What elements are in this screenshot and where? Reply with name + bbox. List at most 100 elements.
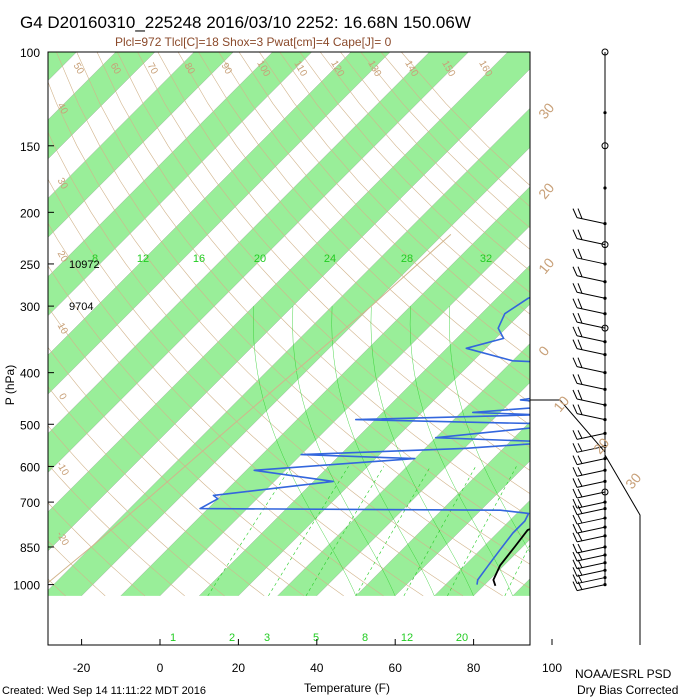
- isotherm-line: [434, 499, 530, 596]
- mixing-ratio-label-bottom: 3: [264, 632, 270, 644]
- wind-barb-flag: [577, 208, 583, 219]
- green-band: [591, 52, 700, 596]
- x-axis-label: Temperature (F): [304, 681, 390, 695]
- wind-barb-flag: [572, 488, 578, 499]
- mixing-ratio-label: 16: [193, 253, 205, 265]
- wind-barb-flag: [577, 283, 583, 294]
- wind-barb-flag: [577, 498, 583, 508]
- wind-barb-flag: [572, 478, 578, 488]
- wind-barb-flag: [577, 467, 583, 476]
- wind-barb-flag: [577, 574, 583, 583]
- isotherm-line: [48, 52, 352, 356]
- wind-barb-staff: [576, 382, 606, 390]
- created-timestamp: Created: Wed Sep 14 11:11:22 MDT 2016: [2, 685, 206, 697]
- isotherm-line: [48, 107, 530, 591]
- isotherm-line: [159, 225, 530, 596]
- credit-noaa: NOAA/ESRL PSD: [575, 667, 672, 681]
- wind-point: [603, 186, 607, 190]
- isotherm-line: [48, 52, 156, 160]
- wind-barb-staff: [576, 238, 606, 246]
- dry-adiabat: [48, 540, 106, 597]
- temperature-profile: [492, 528, 530, 587]
- wind-barb-flag: [572, 443, 578, 453]
- dry-adiabat-label: 90: [219, 61, 234, 77]
- x-tick-label: 20: [232, 661, 246, 675]
- wind-barb-flag: [572, 404, 578, 414]
- wind-barb-flag: [572, 543, 578, 554]
- isotherm-line: [277, 343, 530, 596]
- wind-barb-flag: [577, 551, 583, 561]
- isotherm-line: [238, 303, 530, 596]
- y-tick-label: 200: [20, 206, 40, 220]
- isotherm-line: [316, 382, 530, 596]
- isotherm-line: [0, 52, 37, 596]
- wind-barb-staff: [576, 257, 606, 265]
- wind-barb-staff: [576, 398, 606, 406]
- dry-adiabat: [48, 265, 384, 597]
- green-band: [670, 52, 700, 596]
- wind-barb-flag: [572, 532, 578, 543]
- wind-barb-flag: [577, 488, 583, 498]
- isotherm-line: [552, 52, 700, 596]
- isotherm-line: [48, 52, 234, 238]
- moist-adiabat: [409, 306, 513, 596]
- moist-adiabat: [331, 306, 435, 596]
- isotherm-line: [395, 460, 530, 596]
- mixing-ratio-label-bottom: 1: [170, 632, 176, 644]
- wind-barb-flag: [572, 248, 578, 259]
- wind-barb-flag: [577, 523, 583, 533]
- wind-barb-staff: [576, 307, 606, 315]
- wind-barb-flag: [577, 430, 583, 439]
- dry-adiabat-label: 110: [291, 59, 309, 79]
- wind-barb-flag: [572, 266, 578, 276]
- wind-barb-flag: [577, 298, 583, 309]
- theta-e-label: 10: [550, 393, 572, 415]
- dry-adiabat: [218, 52, 530, 381]
- isotherm-line: [48, 52, 391, 395]
- isotherm-line: [81, 147, 530, 596]
- dry-adiabat: [48, 425, 225, 597]
- x-tick-label: 80: [467, 661, 481, 675]
- wind-barb-flag: [572, 389, 578, 400]
- y-tick-label: 600: [20, 460, 40, 474]
- wind-barb-flag: [572, 326, 578, 336]
- dry-adiabat: [157, 52, 530, 449]
- mixing-ratio-label-bottom: 2: [229, 632, 235, 644]
- wind-barb-flag: [572, 357, 578, 367]
- y-axis: 100 150 200 250 300 400 500 600 700 850 1000: [13, 46, 54, 593]
- wind-barb-flag: [572, 523, 578, 534]
- y-tick-label: 500: [20, 418, 40, 432]
- theta-e-label: 10: [535, 255, 557, 277]
- wind-barb-flag: [577, 567, 583, 576]
- dry-adiabat: [48, 386, 265, 597]
- wind-barb-flag: [572, 312, 578, 323]
- wind-barb-flag: [577, 312, 583, 324]
- chart-subtitle: Plcl=972 Tlcl[C]=18 Shox=3 Pwat[cm]=4 Ca…: [115, 35, 392, 49]
- calm-wind-marker: [601, 324, 609, 332]
- x-tick-label: 60: [389, 661, 403, 675]
- wind-barb-staff: [576, 348, 606, 356]
- mixing-ratio-line: [403, 466, 476, 597]
- y-tick-label: 700: [20, 496, 40, 510]
- x-tick-label: 0: [157, 661, 164, 675]
- calm-wind-marker: [601, 241, 609, 249]
- wind-barb-flag: [577, 581, 583, 590]
- wind-barb-staff: [576, 335, 606, 343]
- wind-barb-staff: [576, 321, 606, 329]
- y-tick-label: 400: [20, 367, 40, 381]
- wind-barb-flag: [577, 389, 583, 401]
- wind-barb-flag: [577, 404, 583, 415]
- mixing-ratio-label: 12: [137, 253, 149, 265]
- wind-barb-flag: [572, 374, 578, 384]
- isotherm-line: [48, 52, 312, 317]
- wind-barb-staff: [576, 413, 606, 421]
- x-tick-label: 100: [542, 661, 562, 675]
- dry-adiabat: [177, 52, 530, 426]
- wind-barb-flag: [577, 505, 583, 514]
- reference-profile: [48, 234, 452, 584]
- dry-adiabat: [48, 222, 424, 597]
- isotherm-line: [48, 68, 530, 552]
- dry-adiabat: [48, 463, 185, 597]
